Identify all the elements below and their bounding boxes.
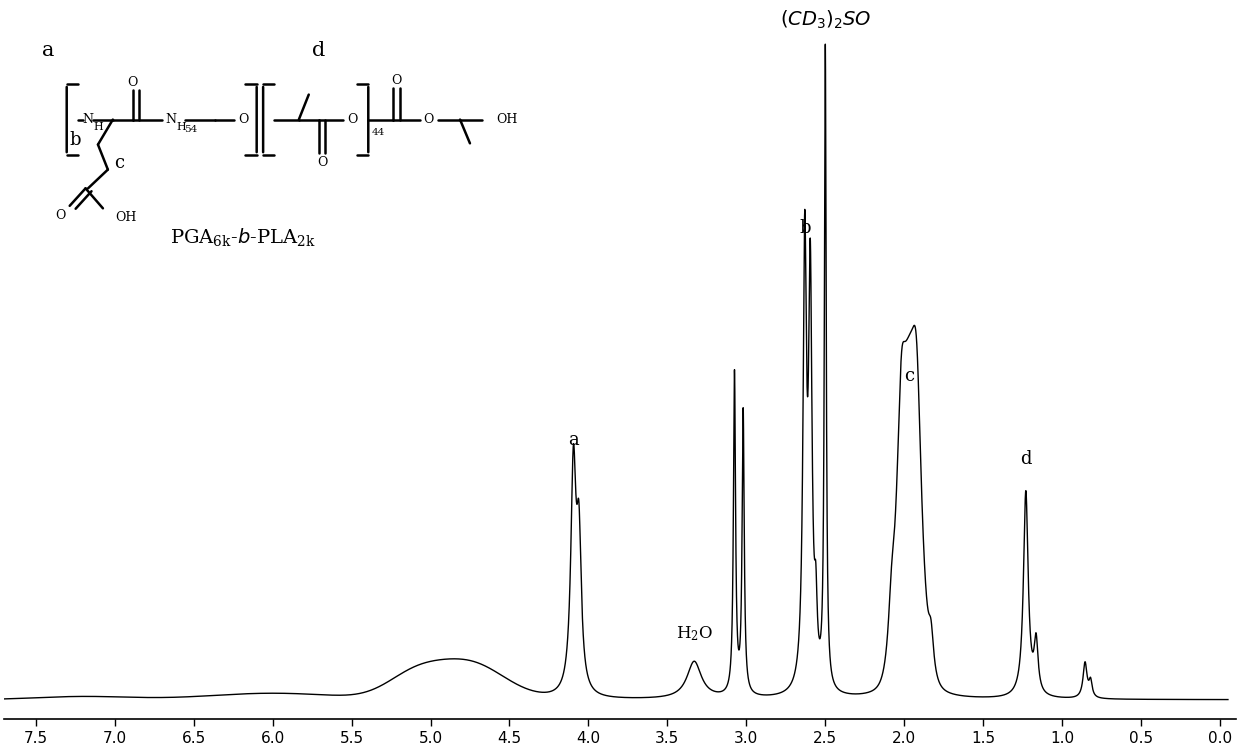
Text: $\mathregular{H_2O}$: $\mathregular{H_2O}$: [676, 625, 713, 644]
Text: OH: OH: [115, 211, 136, 224]
Text: d: d: [312, 41, 325, 60]
Text: a: a: [42, 41, 55, 60]
Text: b: b: [799, 219, 811, 237]
Text: O: O: [238, 113, 248, 126]
Text: O: O: [317, 156, 327, 169]
Text: N: N: [165, 113, 176, 126]
Text: O: O: [392, 74, 402, 87]
Text: O: O: [128, 76, 138, 88]
Text: 54: 54: [184, 125, 197, 134]
Text: O: O: [56, 209, 66, 222]
Text: d: d: [1021, 451, 1032, 469]
Text: O: O: [424, 113, 434, 126]
Text: N: N: [83, 113, 93, 126]
Text: H: H: [176, 122, 186, 132]
Text: a: a: [568, 431, 579, 449]
Text: OH: OH: [496, 113, 517, 126]
Text: H: H: [93, 122, 103, 132]
Text: PGA$_{\mathregular{6k}}$-$\mathit{b}$-PLA$_{\mathregular{2k}}$: PGA$_{\mathregular{6k}}$-$\mathit{b}$-PL…: [170, 227, 315, 250]
Text: 44: 44: [372, 128, 384, 136]
Text: c: c: [114, 154, 124, 172]
Text: $(CD_3)_2SO$: $(CD_3)_2SO$: [780, 9, 870, 32]
Text: O: O: [347, 113, 357, 126]
Text: b: b: [69, 131, 81, 149]
Text: c: c: [904, 367, 914, 385]
